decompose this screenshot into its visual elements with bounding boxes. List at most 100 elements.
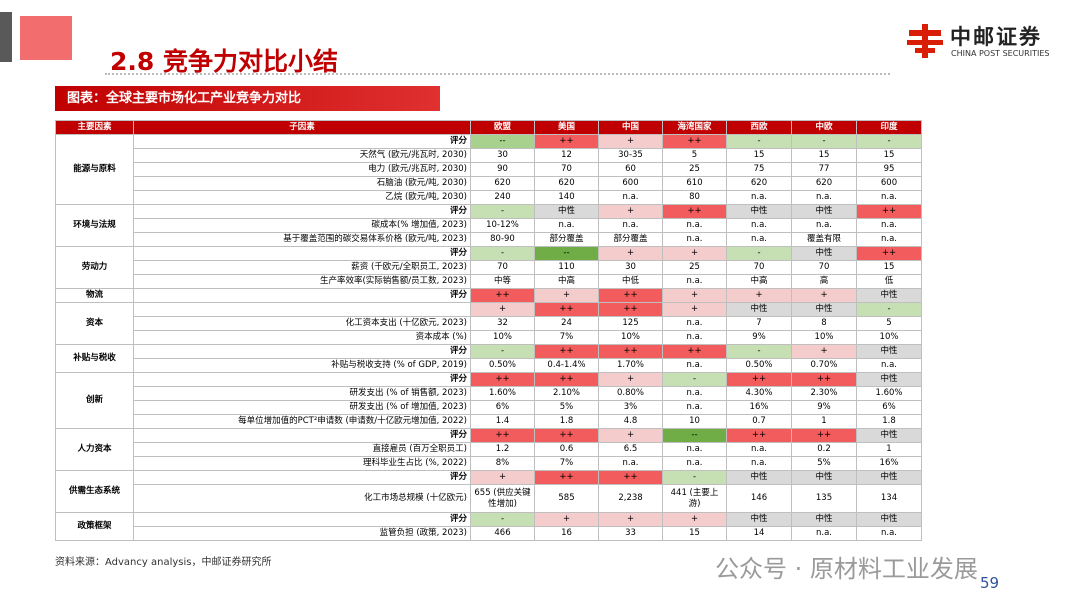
score-cell: + (534, 288, 599, 303)
value-cell: 32 (470, 316, 535, 331)
value-cell: 0.80% (598, 386, 663, 401)
subfactor-cell: 薪资 (千欧元/全职员工, 2023) (133, 260, 471, 275)
value-cell: 2.30% (791, 386, 857, 401)
subfactor-cell: 评分 (133, 204, 471, 219)
subfactor-cell: 乙烷 (欧元/吨, 2030) (133, 190, 471, 205)
column-header: 印度 (856, 120, 922, 135)
table-row: 监管负担 (政策, 2023) 466 16 33 15 14 n.a. n.a. (56, 526, 922, 541)
value-cell: 1.8 (856, 414, 922, 429)
value-cell: 80-90 (470, 232, 535, 247)
table-row: 物流 评分 ++ + ++ + + + 中性 (55, 288, 922, 303)
slide-title: 2.8 竞争力对比小结 (110, 47, 338, 76)
subfactor-cell: 评分 (133, 134, 471, 149)
score-cell: - (470, 512, 535, 527)
value-cell: 0.4-1.4% (534, 358, 599, 373)
score-cell: ++ (662, 344, 727, 359)
value-cell: n.a. (662, 456, 727, 471)
value-cell: n.a. (856, 358, 922, 373)
score-cell: 中性 (856, 288, 922, 303)
subfactor-cell: 化工市场总规模 (十亿欧元) (133, 484, 471, 513)
value-cell: 7% (534, 330, 599, 345)
value-cell: 110 (534, 260, 599, 275)
score-cell: ++ (534, 428, 599, 443)
value-cell: 14 (726, 526, 792, 541)
deco-bar (0, 12, 12, 62)
value-cell: 5% (534, 400, 599, 415)
value-cell: 25 (662, 260, 727, 275)
table-row: 碳成本(% 增加值, 2023) 10-12% n.a. n.a. n.a. n.a. n.… (56, 218, 922, 233)
value-cell: 0.50% (470, 358, 535, 373)
value-cell: 0.50% (726, 358, 792, 373)
value-cell: 466 (470, 526, 535, 541)
score-cell: + (598, 512, 663, 527)
value-cell: n.a. (856, 190, 922, 205)
value-cell: 146 (726, 484, 792, 513)
score-cell: 中性 (856, 512, 922, 527)
value-cell: 70 (534, 162, 599, 177)
value-cell: 30-35 (598, 148, 663, 163)
value-cell: n.a. (791, 190, 857, 205)
score-cell: ++ (726, 372, 792, 387)
score-cell: 中性 (534, 204, 599, 219)
value-cell: 77 (791, 162, 857, 177)
column-header: 海湾国家 (662, 120, 727, 135)
value-cell: n.a. (662, 274, 727, 289)
value-cell: n.a. (662, 218, 727, 233)
value-cell: n.a. (598, 456, 663, 471)
value-cell: 70 (791, 260, 857, 275)
value-cell: 24 (534, 316, 599, 331)
score-cell: + (470, 470, 535, 485)
factor-cell: 物流 (55, 288, 134, 303)
score-cell: - (470, 246, 535, 261)
value-cell: 16 (534, 526, 599, 541)
value-cell: n.a. (662, 358, 727, 373)
value-cell: 10% (791, 330, 857, 345)
score-cell: 中性 (791, 246, 857, 261)
score-cell: 中性 (856, 372, 922, 387)
value-cell: 1.60% (856, 386, 922, 401)
value-cell: n.a. (791, 218, 857, 233)
table-banner: 图表：全球主要市场化工产业竞争力对比 (55, 86, 440, 111)
value-cell: n.a. (726, 456, 792, 471)
value-cell: 585 (534, 484, 599, 513)
table-row: 化工市场总规模 (十亿欧元) 655 (供应关键性增加) 585 2,238 441 (… (56, 484, 922, 513)
value-cell: 30 (598, 260, 663, 275)
score-cell: 中性 (856, 344, 922, 359)
value-cell: n.a. (534, 218, 599, 233)
score-cell: - (470, 344, 535, 359)
column-header: 中国 (598, 120, 663, 135)
value-cell: 80 (662, 190, 727, 205)
value-cell: 7% (534, 456, 599, 471)
table-row: 政策框架 评分 - + + + 中性 中性 中性 (55, 512, 922, 541)
value-cell: 1 (856, 442, 922, 457)
value-cell: 3% (598, 400, 663, 415)
factor-cell: 能源与原料 (55, 134, 134, 205)
score-cell: 中性 (791, 204, 857, 219)
score-cell: + (598, 372, 663, 387)
table-row: 补贴与税收支持 (% of GDP, 2019) 0.50% 0.4-1.4% 1.7… (56, 358, 922, 373)
divider (105, 73, 890, 75)
value-cell: 620 (726, 176, 792, 191)
table-row: 薪资 (千欧元/全职员工, 2023) 70 110 30 25 70 70 15 (56, 260, 922, 275)
score-cell: + (598, 134, 663, 149)
column-header: 欧盟 (470, 120, 535, 135)
value-cell: 33 (598, 526, 663, 541)
factor-cell: 供需生态系统 (55, 470, 134, 513)
value-cell: 70 (726, 260, 792, 275)
value-cell: 25 (662, 162, 727, 177)
score-cell: 中性 (791, 470, 857, 485)
value-cell: 134 (856, 484, 922, 513)
value-cell: 10-12% (470, 218, 535, 233)
value-cell: 441 (主要上游) (662, 484, 727, 513)
subfactor-cell: 评分 (133, 372, 471, 387)
factor-cell: 政策框架 (55, 512, 134, 541)
score-cell: - (470, 204, 535, 219)
value-cell: 125 (598, 316, 663, 331)
subfactor-cell: 研发支出 (% of 销售额, 2023) (133, 386, 471, 401)
column-header: 西欧 (726, 120, 792, 135)
score-cell: ++ (470, 372, 535, 387)
table-row: 创新 评分 ++ ++ + - ++ ++ 中性 (55, 372, 922, 429)
score-cell: ++ (598, 344, 663, 359)
factor-cell: 环境与法规 (55, 204, 134, 247)
page-number: 59 (980, 574, 1000, 592)
